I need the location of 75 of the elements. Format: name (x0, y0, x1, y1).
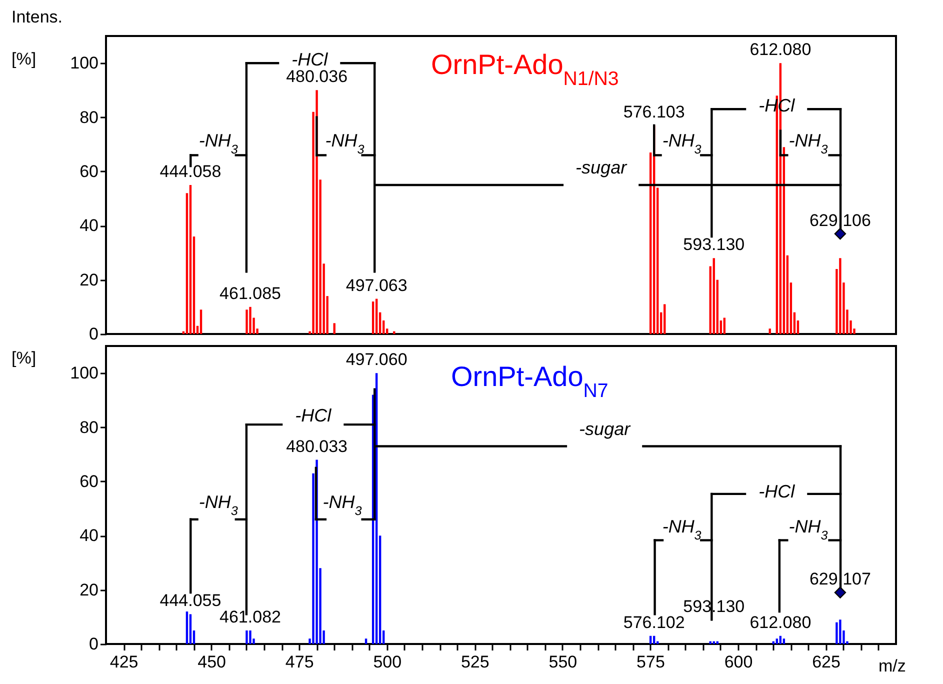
annotation: 444.055 (160, 591, 222, 610)
x-tick-label: 550 (548, 652, 578, 672)
bar (839, 620, 842, 644)
text: Intens. [%] (12, 8, 63, 68)
annotation: -HCl (295, 405, 332, 426)
x-tick-label: 500 (373, 652, 402, 672)
bar (333, 323, 336, 334)
bar (364, 638, 368, 644)
bar (200, 310, 202, 334)
y-tick-label: 60 (80, 162, 98, 181)
bar (246, 310, 248, 334)
annotation: 444.058 (160, 162, 222, 181)
x-tick-label: 600 (724, 652, 753, 672)
annotation: 497.060 (346, 350, 408, 370)
x-tick-label: 425 (110, 652, 138, 672)
y-tick-label: 80 (80, 418, 98, 437)
bar (664, 304, 666, 334)
bar (836, 622, 838, 644)
bar (782, 638, 786, 644)
annotation: -HCl (758, 481, 796, 502)
bar (186, 611, 188, 644)
bar (375, 373, 378, 644)
bar (246, 630, 248, 644)
y-tick-label: 40 (80, 526, 98, 546)
annotation: -HCl (292, 49, 329, 70)
annotation: 480.033 (286, 436, 348, 456)
annotation: 461.085 (220, 284, 281, 303)
y-tick-label: 100 (70, 364, 98, 383)
annotation: 497.063 (346, 276, 408, 295)
x-tick-label: 475 (285, 652, 314, 672)
bar (768, 328, 771, 334)
bar (375, 298, 378, 334)
annotation: -sugar (579, 418, 632, 439)
bar (712, 258, 715, 334)
y-tick-label: 40 (80, 216, 98, 236)
annotation: 576.103 (623, 102, 685, 122)
annotation: 593.130 (683, 235, 745, 254)
x-tick-label: 450 (198, 652, 226, 672)
y-tick-label: 100 (70, 54, 98, 73)
x-tick-label: 575 (636, 652, 665, 672)
annotation: -NH$_{3}$ (788, 516, 828, 543)
y-tick-label: 20 (80, 270, 98, 290)
y-tick-label: 80 (80, 108, 98, 127)
annotation: -NH$_{3}$ (322, 492, 362, 518)
y-tick-label: 0 (89, 324, 98, 344)
annotation: -NH$_{3}$ (198, 130, 238, 157)
annotation: -NH$_{3}$ (325, 130, 364, 157)
annotation: -NH$_{3}$ (198, 492, 238, 518)
bar (649, 152, 652, 334)
annotation: 612.080 (750, 612, 812, 632)
bar (189, 185, 192, 334)
x-tick-label: 525 (460, 652, 490, 672)
bar (776, 638, 778, 644)
bar (723, 318, 726, 334)
y-tick-label: 0 (89, 634, 98, 654)
bar (249, 630, 252, 644)
bar (249, 306, 252, 334)
text: OrnPt-Ado$_{N7}$ (451, 361, 608, 402)
x-tick-label: 625 (812, 652, 840, 672)
y-axis-title: [%] (12, 348, 36, 368)
annotation: 461.082 (220, 607, 281, 626)
annotation: 612.080 (750, 40, 812, 60)
x-axis-title: m/z (878, 656, 906, 676)
bar (189, 614, 192, 644)
y-tick-label: 60 (80, 472, 98, 491)
bar (372, 301, 374, 334)
annotation: -NH$_{3}$ (662, 130, 702, 157)
annotation: -NH$_{3}$ (788, 130, 828, 157)
annotation: -sugar (576, 158, 628, 178)
bar (839, 258, 842, 334)
y-tick-label: 20 (80, 580, 98, 600)
annotation: 480.036 (286, 67, 348, 86)
annotation: 576.102 (623, 612, 685, 632)
annotation: -NH$_{3}$ (662, 516, 702, 543)
text: OrnPt-Ado$_{N1/N3}$ (431, 49, 619, 90)
